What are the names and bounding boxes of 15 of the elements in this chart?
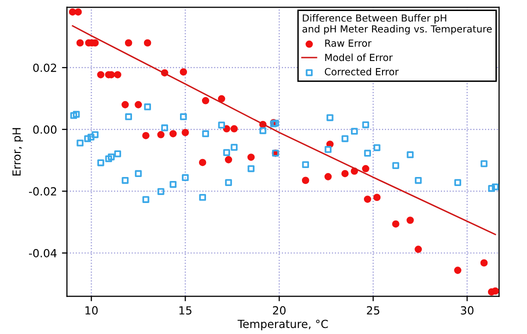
y-tick-label: 0.02	[33, 64, 56, 72]
x-tick-label: 10	[86, 306, 98, 315]
x-axis-title: Temperature, °C	[238, 320, 328, 330]
y-tick-label: -0.04	[29, 248, 57, 258]
y-axis-title: Error, pH	[12, 128, 23, 176]
y-tick-label: 0.00	[33, 125, 56, 134]
x-tick-label: 20	[272, 306, 286, 315]
x-tick-label: 15	[179, 306, 192, 315]
x-tick-label: 30	[460, 306, 474, 315]
legend-title: Difference Between Buffer pH and pH Meter Reading vs. Temperature	[302, 14, 492, 34]
legend-label: Corrected Error	[324, 68, 399, 76]
legend-label: Model of Error	[325, 54, 393, 62]
y-tick-label: -0.02	[29, 187, 56, 196]
legend-label: Raw Error	[325, 40, 372, 47]
x-tick-label: 25	[366, 306, 380, 315]
